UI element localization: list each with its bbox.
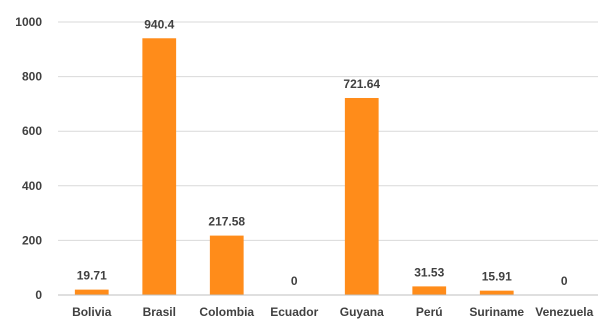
x-category-label: Brasil: [143, 305, 176, 319]
data-label: 19.71: [77, 269, 107, 283]
y-tick-label: 1000: [15, 15, 42, 29]
y-tick-label: 200: [22, 233, 42, 247]
x-category-label: Colombia: [199, 305, 254, 319]
bars: [74, 38, 514, 295]
y-tick-label: 0: [35, 288, 42, 302]
data-label: 15.91: [482, 270, 512, 284]
y-tick-label: 600: [22, 124, 42, 138]
y-axis-ticks: 0 200 400 600 800 1000: [15, 15, 42, 302]
data-label: 0: [561, 274, 568, 288]
x-category-label: Ecuador: [270, 305, 318, 319]
bar: [479, 290, 514, 295]
x-category-label: Perú: [416, 305, 443, 319]
data-label: 721.64: [343, 77, 380, 91]
x-axis-categories: Bolivia Brasil Colombia Ecuador Guyana Perú Su…: [72, 305, 594, 319]
gridlines: [58, 21, 598, 241]
x-category-label: Guyana: [340, 305, 384, 319]
y-tick-label: 800: [22, 70, 42, 84]
x-category-label: Bolivia: [72, 305, 112, 319]
data-label: 217.58: [208, 215, 245, 229]
bar: [74, 289, 109, 295]
bar: [142, 38, 177, 295]
data-label: 31.53: [414, 265, 444, 279]
bar: [209, 235, 244, 295]
bar: [344, 97, 379, 295]
bar: [412, 286, 447, 295]
x-category-label: Venezuela: [535, 305, 593, 319]
data-label: 0: [291, 274, 298, 288]
data-labels: 19.71 940.4 217.58 0 721.64 31.53 15.91 0: [77, 17, 568, 288]
y-tick-label: 400: [22, 179, 42, 193]
x-category-label: Suriname: [469, 305, 524, 319]
data-label: 940.4: [144, 17, 174, 31]
